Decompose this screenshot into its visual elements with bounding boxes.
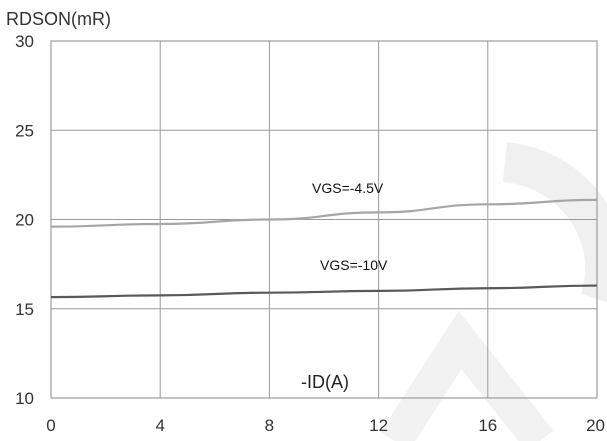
y-tick-labels: 10 15 20 25 30 bbox=[15, 32, 34, 408]
series-label-vgs-4.5v: VGS=-4.5V bbox=[312, 180, 384, 196]
plot-frame bbox=[50, 40, 598, 399]
y-axis-label: RDSON(mR) bbox=[6, 9, 111, 29]
x-axis-label: -ID(A) bbox=[301, 372, 349, 392]
y-tick-label-4: 30 bbox=[15, 32, 34, 51]
x-tick-label-5: 20 bbox=[586, 416, 605, 435]
x-tick-label-4: 16 bbox=[478, 416, 497, 435]
y-tick-label-3: 25 bbox=[15, 121, 34, 140]
series-group bbox=[50, 198, 598, 299]
series-line-0 bbox=[50, 198, 598, 228]
series-label-vgs-10v: VGS=-10V bbox=[320, 257, 388, 273]
x-tick-labels: 0 4 8 12 16 20 bbox=[46, 416, 605, 435]
series-line-1 bbox=[50, 284, 598, 299]
grid bbox=[50, 40, 598, 399]
y-tick-label-0: 10 bbox=[15, 389, 34, 408]
x-tick-label-1: 4 bbox=[155, 416, 164, 435]
y-tick-label-1: 15 bbox=[15, 300, 34, 319]
x-tick-label-2: 8 bbox=[265, 416, 274, 435]
y-tick-label-2: 20 bbox=[15, 211, 34, 230]
watermark-logo bbox=[380, 142, 607, 441]
x-tick-label-0: 0 bbox=[46, 416, 55, 435]
x-tick-label-3: 12 bbox=[369, 416, 388, 435]
